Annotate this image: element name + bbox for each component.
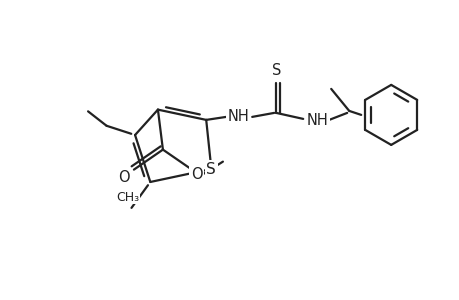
Text: CH₃: CH₃ — [116, 191, 139, 204]
Text: S: S — [271, 63, 280, 78]
Text: NH: NH — [227, 110, 248, 124]
Text: O: O — [118, 170, 129, 185]
Text: O: O — [190, 167, 202, 182]
Text: S: S — [206, 161, 216, 176]
Text: NH: NH — [306, 113, 327, 128]
